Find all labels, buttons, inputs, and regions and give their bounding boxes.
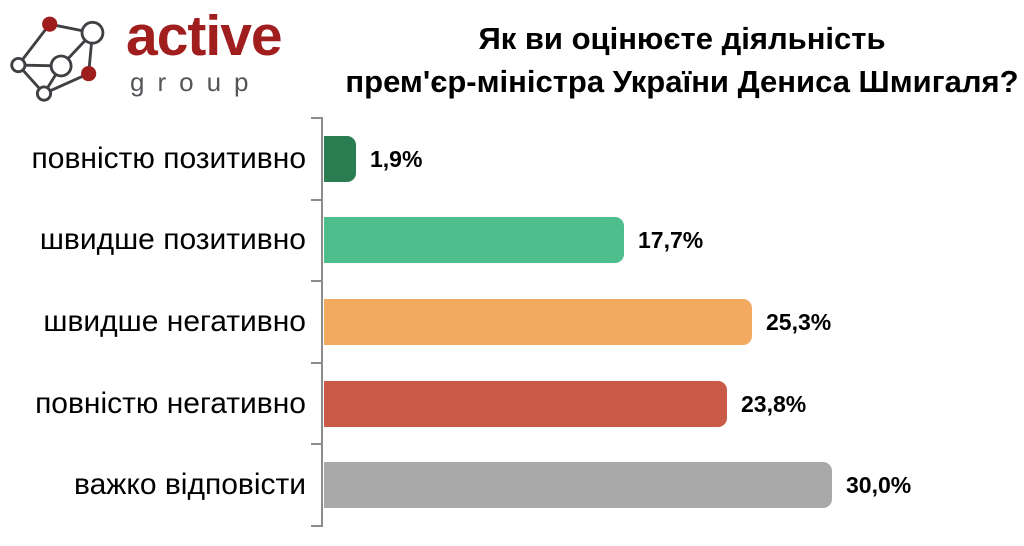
bar xyxy=(324,135,356,182)
y-axis-tick xyxy=(311,525,321,527)
value-label: 23,8% xyxy=(741,390,807,417)
active-group-logo: active group xyxy=(4,4,304,104)
logo-subname: group xyxy=(130,67,262,97)
value-label: 17,7% xyxy=(638,227,704,254)
value-label: 30,0% xyxy=(846,472,912,499)
chart-title-line2: прем'єр-міністра України Дениса Шмигаля? xyxy=(345,64,1019,99)
category-label: повністю негативно xyxy=(35,386,306,420)
chart-title-line1: Як ви оцінюєте діяльність xyxy=(478,21,886,56)
y-axis-tick xyxy=(311,280,321,283)
value-label: 25,3% xyxy=(766,309,832,335)
category-label: повністю позитивно xyxy=(31,141,306,175)
y-axis-tick xyxy=(311,117,321,119)
y-axis-tick xyxy=(311,443,321,446)
value-label: 1,9% xyxy=(370,145,423,172)
category-label: швидше негативно xyxy=(43,305,306,338)
network-nodes-icon xyxy=(10,16,105,102)
category-label: швидше позитивно xyxy=(39,223,306,257)
bar xyxy=(324,217,624,264)
logo-wordmark: active group xyxy=(126,6,306,97)
chart-title: Як ви оцінюєте діяльність прем'єр-мініст… xyxy=(340,17,1024,103)
bar xyxy=(324,299,752,345)
bar xyxy=(324,462,832,509)
y-axis-tick xyxy=(311,361,321,364)
logo-name: active xyxy=(126,4,283,68)
y-axis-line xyxy=(321,117,323,527)
bar xyxy=(324,380,727,427)
category-label: важко відповісти xyxy=(74,468,306,502)
y-axis-tick xyxy=(311,198,321,201)
